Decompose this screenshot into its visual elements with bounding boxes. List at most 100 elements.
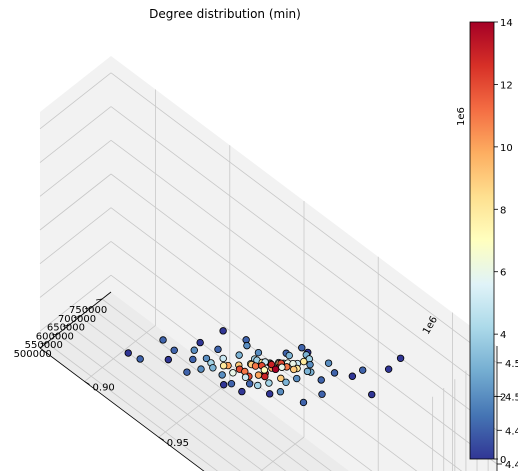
y-gridline-floor <box>158 380 231 438</box>
z-gridline-left <box>39 173 112 231</box>
data-point <box>306 360 314 369</box>
data-point <box>170 346 178 354</box>
data-point <box>358 366 367 374</box>
x-tick-label: 650000 <box>47 323 85 334</box>
data-point <box>330 369 339 377</box>
colorbar-tick-label: 8 <box>500 205 506 216</box>
data-point <box>254 381 262 390</box>
data-point <box>219 361 228 370</box>
z-gridline-back <box>110 72 498 364</box>
data-point <box>136 355 144 363</box>
data-point <box>227 379 236 388</box>
axes-panes <box>40 56 497 471</box>
data-point <box>189 355 197 364</box>
data-point <box>124 349 132 357</box>
data-point <box>219 327 227 335</box>
z-gridline-back <box>110 106 498 397</box>
x-tick-mark <box>40 342 47 345</box>
data-point <box>164 355 173 364</box>
data-point <box>183 368 191 376</box>
z-gridline-back <box>110 139 498 431</box>
data-point <box>277 374 285 383</box>
z-tick-label: 4.50 <box>505 393 518 404</box>
y-tick-mark <box>84 381 90 385</box>
data-point <box>300 357 308 366</box>
y-axis-ticks: 0.900.951.001.051.10 <box>84 381 189 449</box>
data-point <box>348 372 357 380</box>
x-tick-label: 550000 <box>25 340 63 351</box>
colorbar-ticks: 0 2 4 6 8 10 12 14 <box>494 18 513 466</box>
data-point <box>229 369 237 377</box>
z-gridline-left <box>39 207 112 265</box>
data-point <box>293 374 301 383</box>
data-point <box>202 354 211 363</box>
data-point <box>298 344 306 352</box>
data-point <box>271 365 280 374</box>
z-axis-offset: 1e6 <box>456 107 467 126</box>
z-gridline-back <box>110 241 418 471</box>
data-point <box>254 371 263 379</box>
colorbar: 0 2 4 6 8 10 12 14 <box>469 18 513 466</box>
data-point <box>278 363 286 371</box>
data-point <box>220 381 228 389</box>
data-point <box>196 338 204 347</box>
data-point <box>214 345 222 354</box>
gridlines <box>39 72 498 471</box>
data-point <box>251 362 260 370</box>
data-point <box>299 398 308 407</box>
y-axis-line <box>39 347 205 471</box>
y-gridline-floor <box>260 436 305 471</box>
data-point <box>243 341 251 350</box>
data-point <box>368 390 376 399</box>
z-tick-label: 4.52 <box>505 359 518 370</box>
z-gridline-left <box>39 139 112 197</box>
data-point <box>303 367 312 376</box>
x-gridline-floor <box>46 342 219 471</box>
y-tick-label: 0.95 <box>167 438 189 449</box>
data-point <box>261 372 269 381</box>
data-point <box>276 388 285 396</box>
x-tick-mark <box>84 307 92 310</box>
x-tick-label: 600000 <box>36 331 74 342</box>
y-tick-label: 0.90 <box>93 382 115 393</box>
z-tick-label: 4.46 <box>505 460 518 471</box>
data-point <box>282 378 290 387</box>
x-tick-mark <box>51 333 58 336</box>
data-point <box>318 390 326 398</box>
data-point <box>317 376 325 384</box>
x-axis-line <box>39 291 112 349</box>
data-point <box>265 390 274 398</box>
z-gridline-left <box>39 274 112 332</box>
x-tick-mark <box>73 316 81 318</box>
data-point <box>190 346 198 354</box>
data-point <box>290 365 298 374</box>
colorbar-tick-label: 0 <box>500 455 506 466</box>
z-tick-label: 4.48 <box>505 426 518 437</box>
data-point <box>245 380 254 388</box>
data-point <box>267 360 276 369</box>
colorbar-tick-label: 4 <box>500 330 506 341</box>
data-point <box>197 365 205 373</box>
data-point <box>241 373 250 381</box>
colorbar-tick-label: 10 <box>500 143 513 154</box>
data-point <box>396 354 405 363</box>
data-point <box>260 366 269 374</box>
colorbar-tick-label: 6 <box>500 268 506 279</box>
x-gridline-floor <box>57 333 241 471</box>
colorbar-tick-label: 12 <box>500 80 513 91</box>
data-point <box>235 351 243 359</box>
data-point <box>218 371 226 379</box>
z-gridline-left <box>39 241 112 298</box>
z-gridline-left <box>39 72 112 130</box>
data-point <box>285 351 293 360</box>
data-point <box>219 354 227 363</box>
colorbar-tick-label: 2 <box>500 393 506 404</box>
chart-title: Degree distribution (min) <box>149 7 301 21</box>
data-point <box>384 365 393 373</box>
z-gridline-left <box>39 106 112 163</box>
z-gridline-back <box>110 274 373 471</box>
data-point <box>254 348 263 357</box>
x-tick-label: 700000 <box>58 314 96 325</box>
